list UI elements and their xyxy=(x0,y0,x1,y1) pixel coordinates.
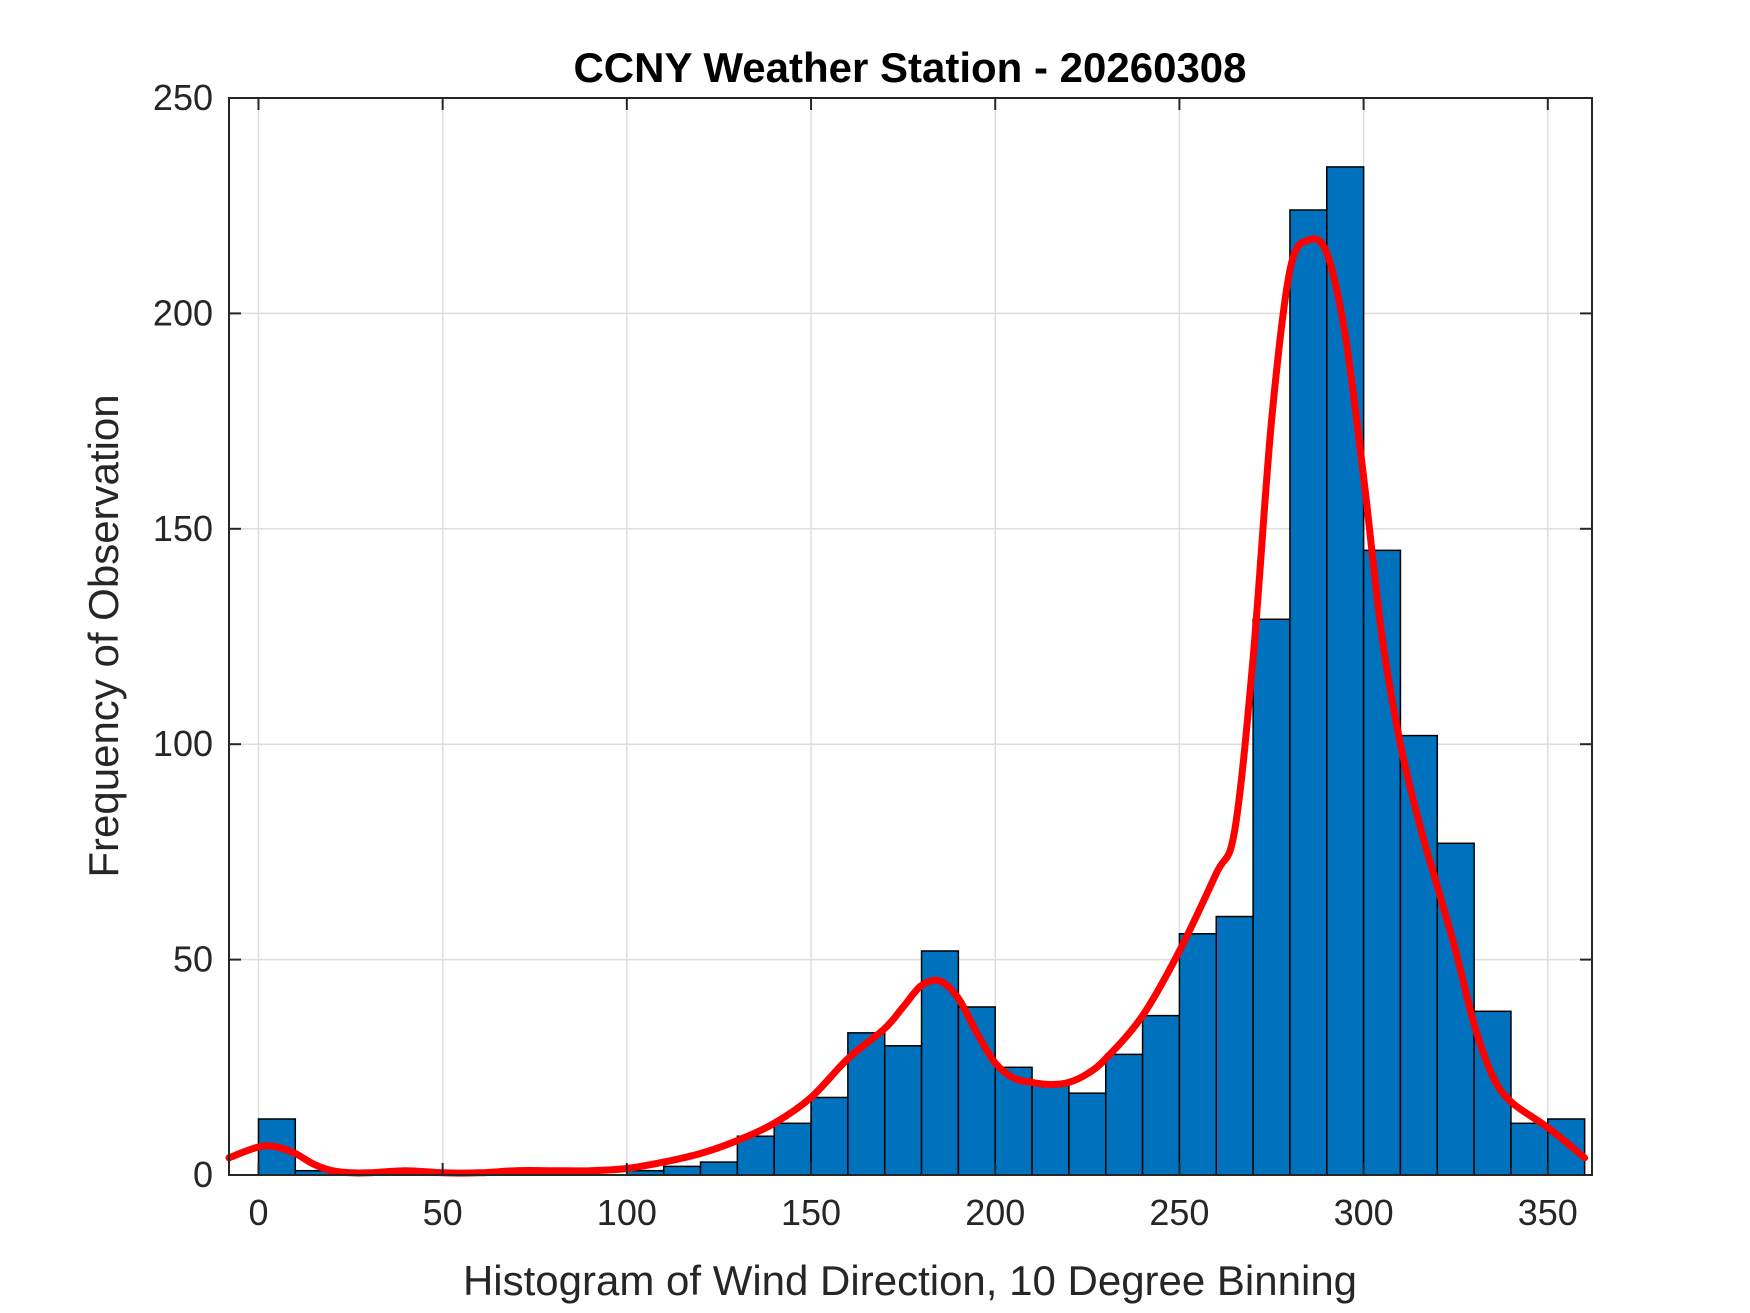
density-curve xyxy=(225,235,1589,1177)
y-tick-label: 100 xyxy=(153,723,213,764)
density-curve-line xyxy=(225,235,1589,1177)
tick-labels: 0 50 100 150 200 250 300 350 0 50 100 150 200 250 xyxy=(153,77,1578,1233)
x-tick-label: 300 xyxy=(1334,1192,1394,1233)
histogram-bar xyxy=(1104,1053,1144,1176)
x-axis-label: Histogram of Wind Direction, 10 Degree B… xyxy=(463,1257,1357,1304)
histogram-bar xyxy=(699,1161,739,1176)
histogram-bar xyxy=(1252,618,1291,1176)
y-tick-label: 0 xyxy=(193,1154,213,1195)
histogram-bar xyxy=(1289,209,1328,1176)
y-tick-label: 150 xyxy=(153,508,213,549)
chart-title: CCNY Weather Station - 20260308 xyxy=(573,44,1246,91)
y-axis-label: Frequency of Observation xyxy=(80,394,127,877)
histogram-bar xyxy=(1141,1014,1181,1176)
x-tick-label: 0 xyxy=(248,1192,268,1233)
plot-frame xyxy=(228,97,1593,1176)
histogram-bar xyxy=(1215,915,1254,1176)
histogram-bar xyxy=(883,1045,923,1176)
histogram-bar xyxy=(736,1135,775,1176)
x-tick-label: 200 xyxy=(965,1192,1025,1233)
histogram-bar xyxy=(1031,1083,1070,1176)
x-tick-label: 100 xyxy=(597,1192,657,1233)
histogram-bar xyxy=(810,1096,849,1176)
histogram-bar xyxy=(1510,1122,1549,1176)
histogram-bar xyxy=(1068,1092,1107,1176)
x-tick-label: 150 xyxy=(781,1192,841,1233)
x-tick-label: 250 xyxy=(1149,1192,1209,1233)
x-tick-label: 50 xyxy=(423,1192,463,1233)
histogram-bar xyxy=(1399,734,1439,1176)
histogram-bar xyxy=(1178,933,1218,1176)
y-tick-label: 200 xyxy=(153,292,213,333)
histogram-bar xyxy=(1547,1118,1586,1176)
y-tick-label: 250 xyxy=(153,77,213,118)
x-tick-label: 350 xyxy=(1518,1192,1578,1233)
histogram-bar xyxy=(773,1122,812,1176)
axis-ticks xyxy=(229,97,1592,1176)
y-tick-label: 50 xyxy=(173,939,213,980)
histogram-bars xyxy=(257,166,1586,1176)
histogram-bar xyxy=(662,1165,702,1176)
